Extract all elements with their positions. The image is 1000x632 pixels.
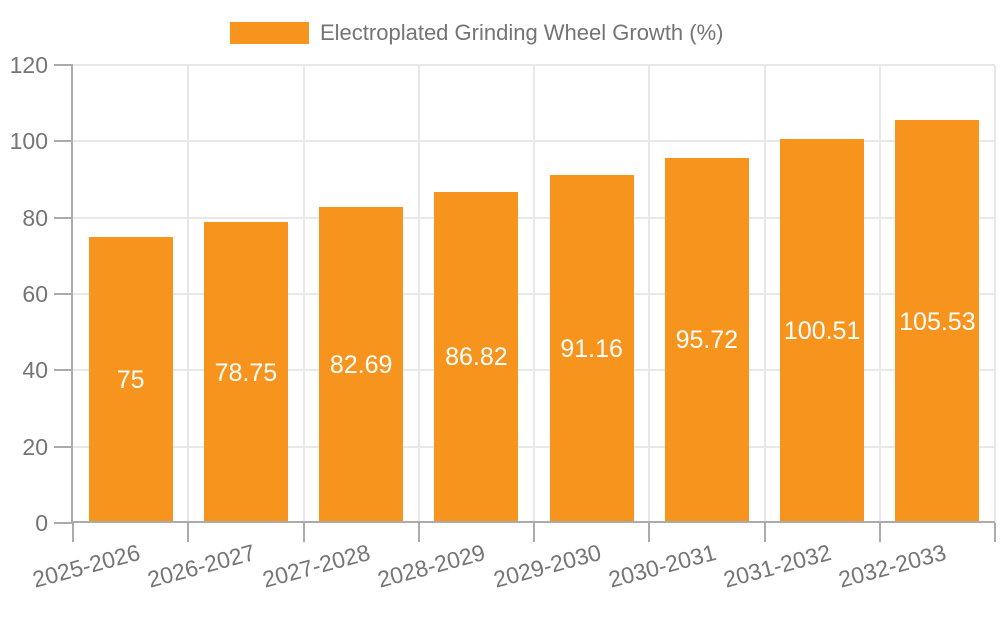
y-axis-label: 20 xyxy=(22,433,48,460)
y-axis-label: 40 xyxy=(22,357,48,384)
y-axis-tick xyxy=(54,216,73,219)
x-axis-tick xyxy=(763,523,766,542)
bar[interactable] xyxy=(434,191,519,523)
bar-value-label: 105.53 xyxy=(899,307,976,336)
x-axis-tick xyxy=(878,523,881,542)
bar[interactable] xyxy=(895,120,980,523)
x-axis-tick xyxy=(994,523,996,542)
y-axis-label: 0 xyxy=(35,510,48,536)
bar-value-label: 100.51 xyxy=(783,317,861,346)
x-gridline xyxy=(417,65,420,523)
x-gridline xyxy=(878,65,881,523)
y-axis-tick xyxy=(54,369,73,372)
bar[interactable] xyxy=(88,236,173,523)
bar[interactable] xyxy=(319,207,404,523)
bar-value-label: 75 xyxy=(116,365,145,394)
x-axis-tick xyxy=(417,523,420,542)
x-axis-tick xyxy=(72,523,74,542)
x-axis-tick xyxy=(302,523,305,542)
y-axis-tick xyxy=(54,140,73,143)
legend-swatch xyxy=(230,22,309,44)
bar[interactable] xyxy=(203,222,288,523)
x-gridline xyxy=(533,65,535,523)
x-axis-line xyxy=(71,521,995,523)
x-gridline xyxy=(648,65,651,523)
bar[interactable] xyxy=(780,139,865,523)
y-axis-tick xyxy=(54,522,73,524)
y-axis-label: 80 xyxy=(22,204,48,231)
x-gridline xyxy=(302,65,305,523)
y-axis-label: 100 xyxy=(9,128,48,155)
bar[interactable] xyxy=(664,157,749,523)
y-axis-label: 120 xyxy=(9,52,48,78)
bar-value-label: 91.16 xyxy=(560,335,623,364)
y-axis-tick xyxy=(54,293,73,295)
x-axis-tick xyxy=(648,523,651,542)
bar[interactable] xyxy=(549,175,634,523)
bar-value-label: 78.75 xyxy=(214,358,278,387)
x-gridline xyxy=(763,65,766,523)
legend[interactable]: Electroplated Grinding Wheel Growth (%) xyxy=(230,20,724,46)
x-axis-tick xyxy=(187,523,190,542)
y-axis-tick xyxy=(54,64,73,66)
y-axis-line xyxy=(71,65,73,523)
x-axis-tick xyxy=(533,523,535,542)
bar-value-label: 82.69 xyxy=(329,351,393,380)
x-gridline xyxy=(994,65,996,523)
legend-label: Electroplated Grinding Wheel Growth (%) xyxy=(320,20,724,45)
bar-chart: Electroplated Grinding Wheel Growth (%) … xyxy=(9,20,996,593)
bar-value-label: 95.72 xyxy=(675,326,739,355)
bar-value-label: 86.82 xyxy=(445,343,508,372)
y-axis-label: 60 xyxy=(22,281,48,307)
x-gridline xyxy=(187,65,190,523)
y-axis-tick xyxy=(54,445,73,448)
